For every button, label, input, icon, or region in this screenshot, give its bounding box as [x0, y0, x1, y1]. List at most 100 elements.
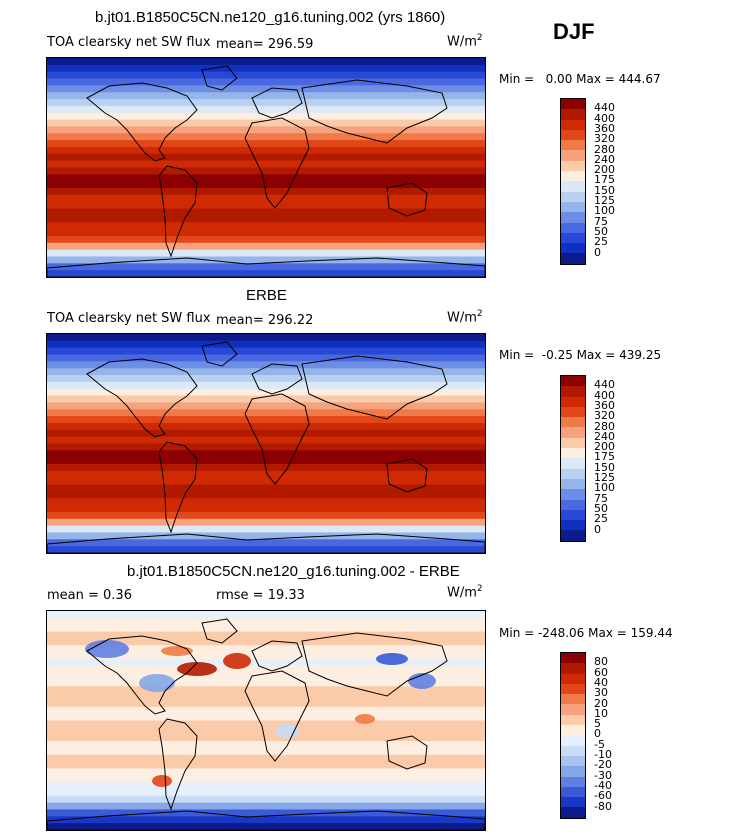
- colorbar-label: 125: [594, 471, 615, 484]
- colorbar-swatch: [561, 745, 585, 756]
- figure-title: b.jt01.B1850C5CN.ne120_g16.tuning.002 (y…: [95, 9, 446, 26]
- colorbar-swatch: [561, 119, 585, 130]
- colorbar-label: 80: [594, 655, 608, 669]
- colorbar-label: 320: [594, 132, 615, 146]
- colorbar-label: 60: [594, 665, 608, 679]
- colorbar-swatch: [561, 222, 585, 233]
- colorbar-label: 240: [594, 152, 615, 166]
- colorbar-label: 280: [594, 142, 615, 156]
- colorbar-label: -40: [594, 778, 612, 792]
- colorbar-label: 320: [594, 409, 615, 423]
- colorbar-swatch: [561, 150, 585, 161]
- panel3-heading: b.jt01.B1850C5CN.ne120_g16.tuning.002 - …: [127, 563, 460, 580]
- colorbar-label: 5: [594, 717, 601, 731]
- colorbar-swatch: [561, 755, 585, 767]
- colorbar-label: 75: [594, 214, 608, 228]
- colorbar-swatch: [561, 406, 585, 418]
- panel2-mean: mean= 296.22: [216, 313, 314, 328]
- colorbar-label: 0: [594, 245, 601, 259]
- panel3-map: [46, 610, 486, 831]
- colorbar-label: 400: [594, 111, 615, 125]
- colorbar-swatch: [561, 489, 585, 500]
- colorbar-label: 200: [594, 163, 615, 177]
- season-label: DJF: [553, 19, 595, 44]
- panel3-units: W/m2: [447, 584, 483, 601]
- colorbar-label: 400: [594, 388, 615, 402]
- panel1-field-label: TOA clearsky net SW flux: [47, 35, 211, 50]
- panel1-mean: mean= 296.59: [216, 37, 314, 52]
- colorbar-label: 440: [594, 378, 615, 392]
- colorbar-swatch: [561, 448, 585, 459]
- colorbar-swatch: [561, 653, 585, 664]
- colorbar-swatch: [561, 437, 585, 449]
- panel2-heading: ERBE: [246, 287, 287, 304]
- colorbar-swatch: [561, 509, 585, 521]
- colorbar-label: 0: [594, 522, 601, 536]
- colorbar-label: 0: [594, 727, 601, 741]
- panel2-minmax: Min = -0.25 Max = 439.25: [499, 348, 662, 362]
- colorbar-swatch: [561, 530, 585, 541]
- colorbar-swatch: [561, 99, 585, 110]
- colorbar-label: -5: [594, 737, 605, 751]
- colorbar-swatch: [561, 396, 585, 407]
- panel3-minmax: Min = -248.06 Max = 159.44: [499, 626, 673, 640]
- panel3-mean: mean = 0.36: [47, 588, 132, 603]
- colorbar-label: 10: [594, 706, 608, 720]
- colorbar-label: 30: [594, 686, 608, 700]
- colorbar-label: 125: [594, 194, 615, 207]
- colorbar-swatch: [561, 499, 585, 510]
- colorbar-swatch: [561, 129, 585, 141]
- panel1-minmax: Min = 0.00 Max = 444.67: [499, 72, 661, 86]
- colorbar-swatch: [561, 520, 585, 531]
- colorbar-swatch: [561, 140, 585, 151]
- colorbar-swatch: [561, 191, 585, 202]
- colorbar-swatch: [561, 427, 585, 438]
- colorbar-label: 20: [594, 696, 608, 710]
- colorbar-swatch: [561, 171, 585, 182]
- panel2-units: W/m2: [447, 309, 483, 326]
- colorbar-swatch: [561, 468, 585, 479]
- colorbar-swatch: [561, 725, 585, 736]
- colorbar-swatch: [561, 417, 585, 428]
- colorbar-label: 360: [594, 121, 615, 135]
- colorbar-swatch: [561, 478, 585, 490]
- colorbar-label: 50: [594, 224, 608, 238]
- colorbar-label: 150: [594, 183, 615, 197]
- colorbar-label: 360: [594, 398, 615, 412]
- colorbar-label: 40: [594, 675, 608, 689]
- colorbar-swatch: [561, 212, 585, 223]
- colorbar-swatch: [561, 376, 585, 387]
- colorbar-label: -10: [594, 748, 612, 761]
- panel2-colorbar: [560, 375, 586, 542]
- colorbar-swatch: [561, 673, 585, 684]
- colorbar-label: 100: [594, 481, 615, 495]
- colorbar-swatch: [561, 109, 585, 120]
- colorbar-swatch: [561, 797, 585, 808]
- colorbar-swatch: [561, 776, 585, 787]
- panel2-map: [46, 333, 486, 554]
- colorbar-swatch: [561, 663, 585, 674]
- colorbar-label: -80: [594, 799, 612, 813]
- colorbar-swatch: [561, 766, 585, 777]
- colorbar-label: 50: [594, 501, 608, 515]
- colorbar-swatch: [561, 735, 585, 746]
- colorbar-label: 175: [594, 173, 615, 187]
- colorbar-label: 200: [594, 440, 615, 454]
- colorbar-swatch: [561, 807, 585, 818]
- panel1-colorbar: [560, 98, 586, 265]
- colorbar-label: 280: [594, 419, 615, 433]
- colorbar-swatch: [561, 458, 585, 469]
- colorbar-label: 100: [594, 204, 615, 218]
- colorbar-label: -60: [594, 789, 612, 803]
- colorbar-label: 175: [594, 450, 615, 464]
- colorbar-label: -20: [594, 758, 612, 772]
- colorbar-swatch: [561, 714, 585, 726]
- colorbar-swatch: [561, 253, 585, 264]
- panel2-field-label: TOA clearsky net SW flux: [47, 311, 211, 326]
- colorbar-label: 150: [594, 460, 615, 474]
- colorbar-swatch: [561, 786, 585, 798]
- colorbar-swatch: [561, 386, 585, 397]
- colorbar-swatch: [561, 201, 585, 213]
- colorbar-swatch: [561, 243, 585, 254]
- colorbar-label: 240: [594, 429, 615, 443]
